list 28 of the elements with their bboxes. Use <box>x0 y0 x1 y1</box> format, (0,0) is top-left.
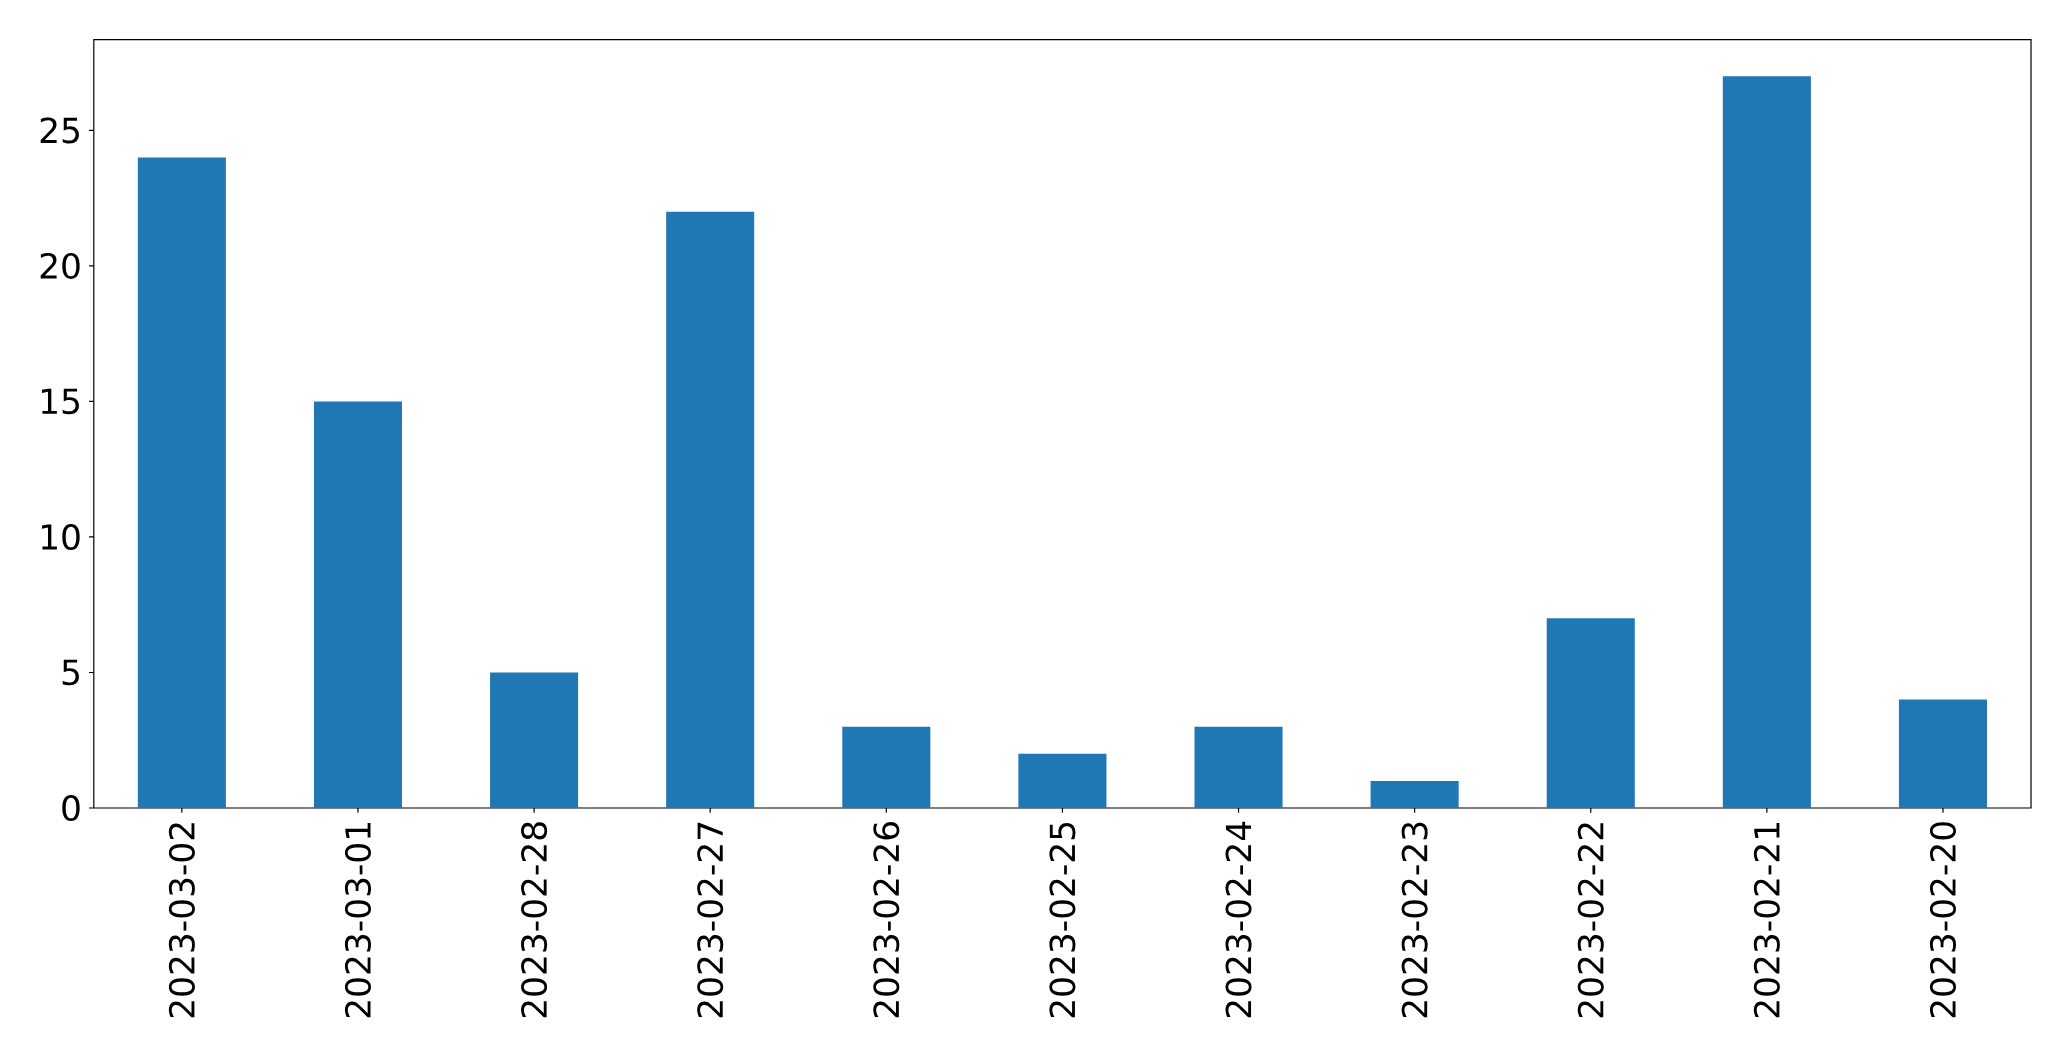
x-tick-label: 2023-02-26 <box>873 822 900 1018</box>
bar <box>1546 618 1635 808</box>
x-tick-label: 2023-03-01 <box>344 823 371 1018</box>
y-tick-label: 5 <box>62 659 79 686</box>
x-tick-label: 2023-02-22 <box>1577 823 1604 1018</box>
bar <box>313 401 402 808</box>
bar <box>1898 699 1987 808</box>
bar <box>666 211 755 808</box>
y-tick-label: 15 <box>41 388 79 415</box>
bar <box>1722 76 1811 808</box>
x-tick-label: 2023-03-02 <box>168 823 195 1018</box>
bar <box>842 726 931 808</box>
x-tick-label: 2023-02-25 <box>1049 822 1076 1018</box>
y-tick-label: 20 <box>40 252 80 279</box>
bar <box>137 157 226 808</box>
x-tick-label: 2023-02-27 <box>697 822 724 1018</box>
bar <box>1370 780 1459 808</box>
y-tick-label: 0 <box>62 794 80 822</box>
x-tick-label: 2023-02-21 <box>1753 823 1780 1018</box>
bar <box>1018 753 1107 808</box>
y-tick-label: 10 <box>41 523 80 550</box>
x-tick-label: 2023-02-23 <box>1401 822 1428 1018</box>
bar <box>1194 726 1283 808</box>
y-tick-label: 25 <box>40 117 79 144</box>
bar <box>490 672 579 808</box>
x-tick-label: 2023-02-20 <box>1929 822 1956 1018</box>
x-tick-label: 2023-02-24 <box>1225 821 1252 1018</box>
x-tick-label: 2023-02-28 <box>521 822 548 1018</box>
